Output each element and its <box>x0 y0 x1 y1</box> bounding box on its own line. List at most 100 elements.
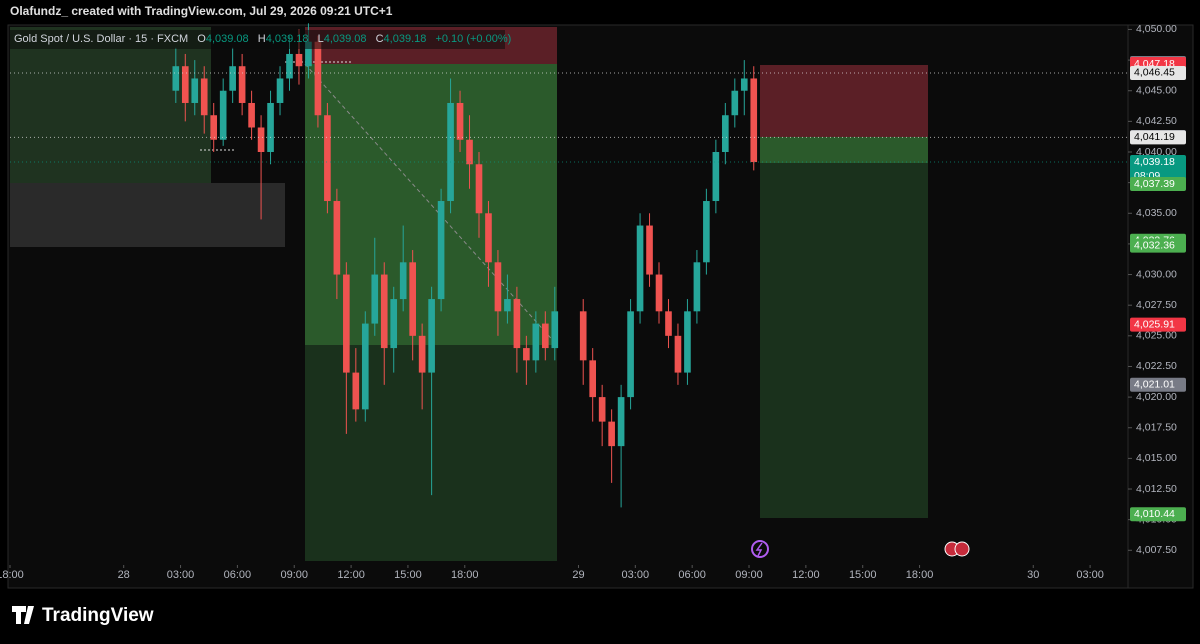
candle-body <box>361 323 369 410</box>
y-tick-label: 4,007.50 <box>1136 544 1177 556</box>
candle-body <box>504 299 511 312</box>
candle-body <box>703 201 710 263</box>
price-label-bg <box>1130 130 1186 145</box>
candle-body <box>598 397 606 422</box>
candle-body <box>456 102 464 140</box>
candle-body <box>333 201 341 275</box>
x-tick-label: 12:00 <box>792 569 820 581</box>
price-axis <box>1127 24 1194 589</box>
candle-body <box>191 78 199 103</box>
y-tick-label: 4,025.00 <box>1136 330 1177 342</box>
candle-body <box>684 311 691 373</box>
y-tick-label: 4,045.00 <box>1136 85 1177 97</box>
candle-body <box>200 78 208 116</box>
y-tick-label: 4,020.00 <box>1136 391 1177 403</box>
candle-body <box>267 102 274 153</box>
price-label: 4,039.18 <box>1134 156 1175 168</box>
x-tick-label: 09:00 <box>280 569 308 581</box>
x-tick-label: 30 <box>1027 569 1039 581</box>
event-icon <box>751 540 769 558</box>
y-tick-label: 4,027.50 <box>1136 299 1177 311</box>
candle-body <box>390 299 398 349</box>
candle-body <box>248 102 255 128</box>
legend-h: H <box>258 33 266 45</box>
x-tick-label: 03:00 <box>622 569 650 581</box>
candle-body <box>324 115 331 202</box>
candle-body <box>722 115 729 153</box>
candle-body <box>210 115 218 140</box>
price-label: 4,010.44 <box>1134 508 1175 520</box>
target-zone <box>760 163 928 518</box>
price-label-bg <box>1130 377 1186 392</box>
candle-body <box>219 90 227 140</box>
candle-body <box>513 299 521 349</box>
price-label-bg <box>1130 317 1186 332</box>
candle-body <box>380 274 388 349</box>
y-tick-label: 4,012.50 <box>1136 483 1177 495</box>
legend-bg <box>10 30 505 49</box>
candle-body <box>286 53 293 79</box>
price-label: 4,041.19 <box>1134 131 1175 143</box>
candle-body <box>257 127 265 153</box>
x-tick-label: 12:00 <box>337 569 365 581</box>
target-zone <box>305 345 557 561</box>
candle-body <box>418 335 426 373</box>
candle-body <box>371 274 379 324</box>
candle-body <box>608 421 615 447</box>
candle-body <box>466 139 473 165</box>
candle-body <box>551 311 559 349</box>
candle-body <box>343 274 350 373</box>
x-tick-label: 15:00 <box>849 569 877 581</box>
candle-body <box>693 262 701 312</box>
legend-change: +0.10 (+0.00%) <box>435 33 511 45</box>
legend-low: 4,039.08 <box>324 33 367 45</box>
price-label-bg <box>1130 507 1186 522</box>
candle-body <box>314 41 322 116</box>
price-label: 4,037.39 <box>1134 178 1175 190</box>
candle-body <box>636 225 644 312</box>
x-tick-label: 18:00 <box>906 569 934 581</box>
candle-body <box>674 335 682 373</box>
x-tick-label: 15:00 <box>394 569 422 581</box>
price-label-bg <box>1130 155 1186 184</box>
header-title: Olafundz_ created with TradingView.com, … <box>10 4 393 18</box>
y-tick-label: 4,042.50 <box>1136 115 1177 127</box>
price-label: 4,021.01 <box>1134 379 1175 391</box>
y-tick-label: 4,050.00 <box>1136 23 1177 35</box>
candle-body <box>750 78 758 163</box>
candle-body <box>447 102 454 202</box>
candle-body <box>541 323 549 349</box>
price-label-bg <box>1130 65 1186 80</box>
y-tick-label: 4,022.50 <box>1136 360 1177 372</box>
candle-body <box>627 311 634 398</box>
candle-body <box>428 299 435 373</box>
y-tick-label: 4,015.00 <box>1136 452 1177 464</box>
legend-c: C <box>376 33 384 45</box>
candle-body <box>532 323 540 361</box>
logo-text: TradingView <box>42 605 154 626</box>
price-label: 4,032.36 <box>1134 239 1175 251</box>
zone-box <box>10 183 285 247</box>
candle-body <box>646 225 653 275</box>
candle-body <box>409 262 416 336</box>
candle-body <box>295 53 303 67</box>
legend-symbol: Gold Spot / U.S. Dollar · 15 · FXCM <box>14 33 188 45</box>
event-icon <box>954 541 970 557</box>
candle-body <box>399 262 407 300</box>
candle-body <box>731 90 739 116</box>
legend-l: L <box>318 33 324 45</box>
candle-body <box>740 78 748 91</box>
x-tick-label: 18:00 <box>451 569 479 581</box>
x-tick-label: 09:00 <box>735 569 763 581</box>
y-tick-label: 4,035.00 <box>1136 207 1177 219</box>
y-tick-label: 4,030.00 <box>1136 268 1177 280</box>
legend-o: O <box>197 33 206 45</box>
legend: Gold Spot / U.S. Dollar · 15 · FXCM O 4,0… <box>14 33 511 45</box>
y-tick-label: 4,040.00 <box>1136 146 1177 158</box>
x-tick-label: 18:00 <box>0 569 24 581</box>
legend-close: 4,039.18 <box>384 33 427 45</box>
candle-body <box>181 66 189 103</box>
candle-body <box>172 66 180 91</box>
candle-body <box>494 262 502 312</box>
